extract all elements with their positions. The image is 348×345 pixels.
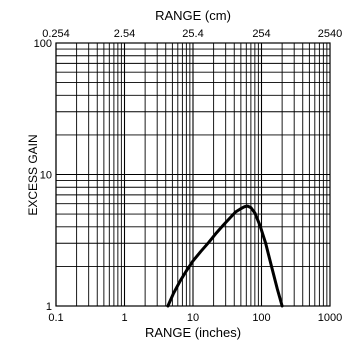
y-tick-label: 10 — [40, 170, 52, 182]
y-axis-label: EXCESS GAIN — [26, 134, 40, 215]
series-layer — [166, 204, 284, 308]
plot-frame — [55, 42, 331, 307]
x-tick-label: 1 — [121, 312, 127, 324]
x-tick-label: 100 — [252, 312, 270, 324]
x2-tick-labels: 0.254 2.54 25.4 254 2540 — [42, 28, 342, 40]
x2-axis-label: RANGE (cm) — [155, 8, 231, 23]
x2-tick-label: 254 — [252, 28, 270, 40]
x2-tick-label: 0.254 — [42, 28, 70, 40]
y-tick-label: 1 — [46, 301, 52, 313]
x-tick-label: 10 — [187, 312, 199, 324]
y-tick-label: 100 — [34, 38, 52, 50]
x-tick-labels: 0.1 1 10 100 1000 — [48, 312, 342, 324]
x-axis-label: RANGE (inches) — [145, 325, 241, 340]
y-tick-labels: 1 10 100 — [34, 38, 52, 313]
x2-tick-label: 2540 — [318, 28, 342, 40]
x2-tick-label: 2.54 — [114, 28, 135, 40]
x-tick-label: 1000 — [318, 312, 342, 324]
grid — [55, 43, 330, 307]
series-line — [166, 204, 284, 308]
x2-tick-label: 25.4 — [182, 28, 203, 40]
x-tick-label: 0.1 — [48, 312, 63, 324]
